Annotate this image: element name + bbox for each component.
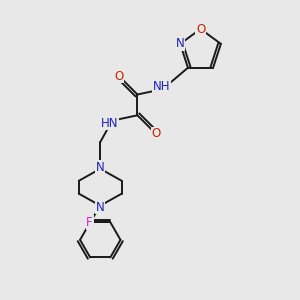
Text: HN: HN [101,116,118,130]
Text: O: O [114,70,124,83]
Text: NH: NH [152,80,170,93]
Text: O: O [196,22,205,35]
Text: N: N [96,161,105,174]
Text: N: N [176,37,184,50]
Text: O: O [151,127,160,140]
Text: N: N [96,201,105,214]
Text: F: F [86,216,93,229]
